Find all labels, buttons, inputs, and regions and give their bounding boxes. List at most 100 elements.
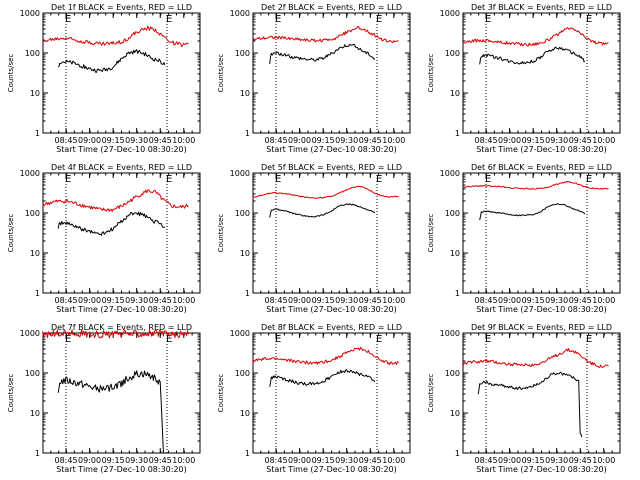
y-tick-label: 1000 [20, 9, 40, 18]
y-tick-label: 1000 [230, 169, 250, 178]
x-tick-label: 09:30 [335, 136, 358, 145]
event-marker: E [586, 174, 592, 185]
detector-panel-7: Det 7f BLACK = Events, RED = LLD 1 10 100 10… [7, 323, 201, 474]
x-tick-label: 09:15 [312, 136, 335, 145]
y-axis-label: Counts/sec [7, 54, 15, 93]
y-tick-label: 100 [445, 369, 460, 378]
detector-panel-3: Det 3f BLACK = Events, RED = LLD 1 10 100 10… [427, 3, 621, 154]
y-tick-label: 1 [35, 129, 40, 138]
x-axis-label: Start Time (27-Dec-10 08:30:20) [266, 305, 397, 314]
x-tick-label: 09:15 [312, 456, 335, 465]
y-tick-label: 10 [240, 89, 250, 98]
x-tick-label: 09:45 [149, 456, 172, 465]
x-tick-label: 09:00 [498, 456, 521, 465]
x-tick-label: 09:15 [522, 296, 545, 305]
x-tick-label: 09:15 [522, 136, 545, 145]
y-tick-label: 100 [445, 49, 460, 58]
event-marker: E [166, 334, 172, 345]
x-tick-label: 10:00 [592, 296, 615, 305]
lld-series-line [42, 189, 189, 212]
events-series-line [57, 49, 166, 73]
y-axis-label: Counts/sec [217, 54, 225, 93]
lld-series-line [42, 329, 189, 339]
x-tick-label: 10:00 [172, 136, 195, 145]
x-tick-label: 09:30 [545, 456, 568, 465]
plot-frame [252, 12, 411, 134]
event-marker: E [65, 174, 71, 185]
y-tick-label: 100 [25, 209, 40, 218]
x-tick-label: 09:00 [498, 136, 521, 145]
x-tick-label: 09:00 [288, 456, 311, 465]
x-tick-label: 08:45 [54, 296, 77, 305]
events-series-line [479, 203, 586, 221]
x-tick-label: 09:00 [498, 296, 521, 305]
detector-panel-1: Det 1f BLACK = Events, RED = LLD 1 10 100 10… [7, 3, 201, 154]
y-axis-label: Counts/sec [217, 214, 225, 253]
lld-series-line [462, 348, 609, 369]
y-tick-label: 1 [245, 289, 250, 298]
plot-frame [462, 12, 621, 134]
y-axis-label: Counts/sec [427, 54, 435, 93]
y-tick-label: 1 [455, 289, 460, 298]
plot-frame [42, 12, 201, 134]
lld-series-line [252, 185, 399, 199]
plot-frame [462, 332, 621, 454]
plot-frame [42, 172, 201, 294]
plot-frame [252, 172, 411, 294]
x-tick-label: 10:00 [172, 296, 195, 305]
y-axis-label: Counts/sec [217, 374, 225, 413]
y-tick-label: 10 [30, 249, 40, 258]
y-axis-label: Counts/sec [427, 374, 435, 413]
y-tick-label: 10 [450, 409, 460, 418]
x-tick-label: 09:45 [149, 136, 172, 145]
y-tick-label: 10 [450, 249, 460, 258]
detector-panel-8: Det 8f BLACK = Events, RED = LLD 1 10 100 10… [217, 323, 411, 474]
lld-series-line [462, 27, 609, 47]
panel-title: Det 1f BLACK = Events, RED = LLD [51, 3, 192, 12]
panel-title: Det 6f BLACK = Events, RED = LLD [471, 163, 612, 172]
event-marker: E [485, 334, 491, 345]
y-tick-label: 100 [235, 49, 250, 58]
x-tick-label: 08:45 [264, 456, 287, 465]
x-tick-label: 09:00 [288, 296, 311, 305]
x-tick-label: 09:30 [335, 296, 358, 305]
x-axis-label: Start Time (27-Dec-10 08:30:20) [56, 145, 187, 154]
plot-frame [252, 332, 411, 454]
detector-panel-6: Det 6f BLACK = Events, RED = LLD 1 10 100 10… [427, 163, 621, 314]
y-tick-label: 100 [445, 209, 460, 218]
event-marker: E [485, 14, 491, 25]
x-tick-label: 08:45 [474, 136, 497, 145]
x-tick-label: 09:30 [125, 456, 148, 465]
y-tick-label: 1 [35, 289, 40, 298]
x-tick-label: 09:45 [569, 136, 592, 145]
y-tick-label: 1000 [440, 9, 460, 18]
x-tick-label: 08:45 [264, 136, 287, 145]
y-tick-label: 1 [455, 449, 460, 458]
detector-panel-5: Det 5f BLACK = Events, RED = LLD 1 10 100 10… [217, 163, 411, 314]
events-series-line [269, 43, 375, 65]
x-tick-label: 09:15 [522, 456, 545, 465]
y-tick-label: 1 [245, 129, 250, 138]
x-axis-label: Start Time (27-Dec-10 08:30:20) [266, 465, 397, 474]
x-tick-label: 09:00 [78, 456, 101, 465]
y-tick-label: 100 [235, 369, 250, 378]
events-series-line [269, 369, 376, 387]
event-marker: E [65, 334, 71, 345]
events-series-line [57, 370, 165, 454]
x-tick-label: 10:00 [382, 456, 405, 465]
panel-title: Det 9f BLACK = Events, RED = LLD [471, 323, 612, 332]
x-axis-label: Start Time (27-Dec-10 08:30:20) [266, 145, 397, 154]
y-tick-label: 1000 [230, 329, 250, 338]
x-tick-label: 09:30 [125, 136, 148, 145]
x-tick-label: 09:45 [149, 296, 172, 305]
y-tick-label: 10 [450, 89, 460, 98]
y-tick-label: 1000 [440, 169, 460, 178]
x-tick-label: 08:45 [264, 296, 287, 305]
y-tick-label: 1000 [20, 329, 40, 338]
x-tick-label: 10:00 [382, 296, 405, 305]
events-series-line [57, 211, 166, 236]
x-tick-label: 09:00 [78, 136, 101, 145]
lld-series-line [462, 180, 609, 190]
x-axis-label: Start Time (27-Dec-10 08:30:20) [476, 305, 607, 314]
x-axis-label: Start Time (27-Dec-10 08:30:20) [476, 145, 607, 154]
